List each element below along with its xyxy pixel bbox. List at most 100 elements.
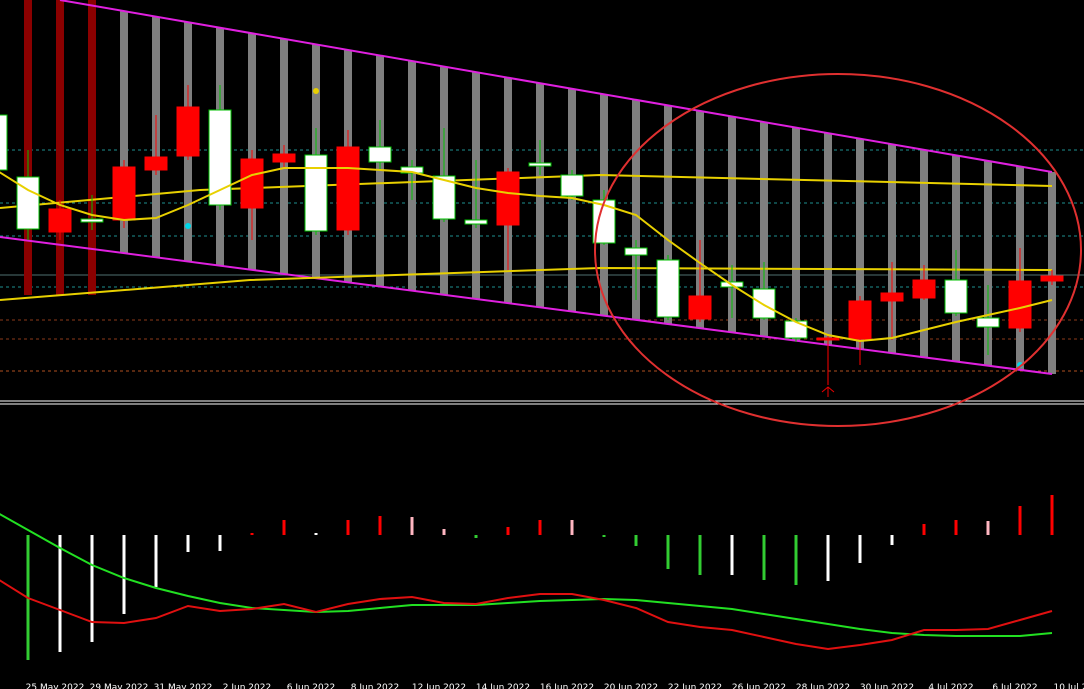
candle-body — [176, 106, 200, 157]
histogram-bar — [378, 516, 382, 535]
candle-body — [880, 292, 904, 302]
candle-body — [368, 146, 392, 163]
candle-body — [16, 176, 40, 230]
x-tick-label: 25 May 2022 — [26, 683, 85, 689]
x-tick-label: 10 Jul 2022 — [1054, 683, 1084, 689]
histogram-bar — [154, 535, 158, 587]
histogram-bar — [698, 535, 702, 575]
slow-ma — [0, 173, 1053, 209]
histogram-bar — [986, 521, 990, 535]
channel-bar — [792, 127, 800, 341]
histogram-bar — [186, 535, 190, 552]
histogram-bar — [602, 535, 606, 537]
slow-ma — [0, 266, 1053, 301]
channel-bar — [888, 144, 896, 354]
channel-bar — [632, 99, 640, 320]
channel-bar — [728, 116, 736, 333]
x-tick-label: 14 Jun 2022 — [476, 683, 530, 689]
channel-bar — [88, 0, 96, 295]
candle-body — [112, 166, 136, 221]
candle-body — [208, 109, 232, 206]
x-tick-label: 8 Jun 2022 — [351, 683, 399, 689]
candle-body — [656, 259, 680, 318]
signal-arrow — [821, 386, 835, 397]
histogram-bar — [826, 535, 830, 581]
candle-body — [80, 218, 104, 223]
candle-body — [912, 279, 936, 299]
histogram-bar — [666, 535, 670, 569]
candle-body — [240, 158, 264, 209]
oscillator-line — [0, 579, 1053, 651]
histogram-bar — [250, 533, 254, 535]
x-tick-label: 20 Jun 2022 — [604, 683, 658, 689]
candle-body — [0, 114, 8, 171]
histogram-bar — [58, 535, 62, 652]
candle-body — [848, 300, 872, 340]
markers — [185, 73, 1082, 427]
histogram-bar — [90, 535, 94, 642]
x-tick-label: 26 Jun 2022 — [732, 683, 786, 689]
histogram-bar — [1050, 495, 1054, 535]
channel-bar — [664, 105, 672, 324]
channel-bar — [824, 133, 832, 345]
histogram-bar — [346, 520, 350, 535]
x-tick-label: 30 Jun 2022 — [860, 683, 914, 689]
channel-bottom — [0, 236, 1053, 375]
candle-body — [1040, 275, 1064, 282]
candle-body — [688, 295, 712, 320]
histogram-bar — [954, 520, 958, 535]
histogram-bar — [858, 535, 862, 563]
candle-body — [48, 208, 72, 233]
channel-bar — [856, 138, 864, 349]
channel-bar — [984, 160, 992, 366]
x-tick-label: 29 May 2022 — [90, 683, 149, 689]
x-tick-label: 16 Jun 2022 — [540, 683, 594, 689]
candle-body — [272, 153, 296, 163]
candle-body — [560, 174, 584, 197]
x-tick-label: 12 Jun 2022 — [412, 683, 466, 689]
histogram-bar — [762, 535, 766, 580]
x-tick-label: 2 Jun 2022 — [223, 683, 271, 689]
channel-top — [59, 0, 1053, 173]
histogram-bar — [410, 517, 414, 535]
histogram-bar — [538, 520, 542, 535]
highlight-circle — [594, 73, 1082, 427]
oscillator-line — [0, 513, 1053, 637]
candle-body — [976, 317, 1000, 328]
histogram-bar — [474, 535, 478, 538]
x-tick-label: 6 Jun 2022 — [287, 683, 335, 689]
histogram-bar — [794, 535, 798, 585]
ma-line — [0, 167, 1053, 343]
channel-bar — [24, 0, 32, 295]
candle-body — [816, 337, 840, 341]
candle-body — [1008, 280, 1032, 329]
x-tick-label: 31 May 2022 — [154, 683, 213, 689]
histogram-bar — [922, 524, 926, 535]
candle-body — [464, 219, 488, 225]
histogram-bar — [730, 535, 734, 575]
channel-bar — [120, 11, 128, 254]
candle-body — [624, 247, 648, 256]
histogram-bar — [122, 535, 126, 614]
histogram-bar — [570, 520, 574, 535]
histogram-bar — [634, 535, 638, 546]
x-tick-label: 22 Jun 2022 — [668, 683, 722, 689]
marker-dot — [313, 88, 319, 94]
channel-bar — [56, 0, 64, 295]
channel-bar — [920, 149, 928, 358]
candle-body — [144, 156, 168, 171]
channel-bar — [696, 110, 704, 329]
channel-bar — [568, 88, 576, 312]
candle-body — [752, 288, 776, 319]
x-tick-label: 6 Jul 2022 — [992, 683, 1037, 689]
candle-body — [304, 154, 328, 232]
channel — [0, 0, 1053, 375]
x-tick-label: 28 Jun 2022 — [796, 683, 850, 689]
candle-body — [784, 320, 808, 339]
candle-body — [432, 175, 456, 220]
histogram-bar — [282, 520, 286, 535]
histogram-bar — [1018, 506, 1022, 535]
plot — [0, 85, 1064, 660]
histogram-bar — [442, 529, 446, 535]
histogram-bar — [218, 535, 222, 551]
